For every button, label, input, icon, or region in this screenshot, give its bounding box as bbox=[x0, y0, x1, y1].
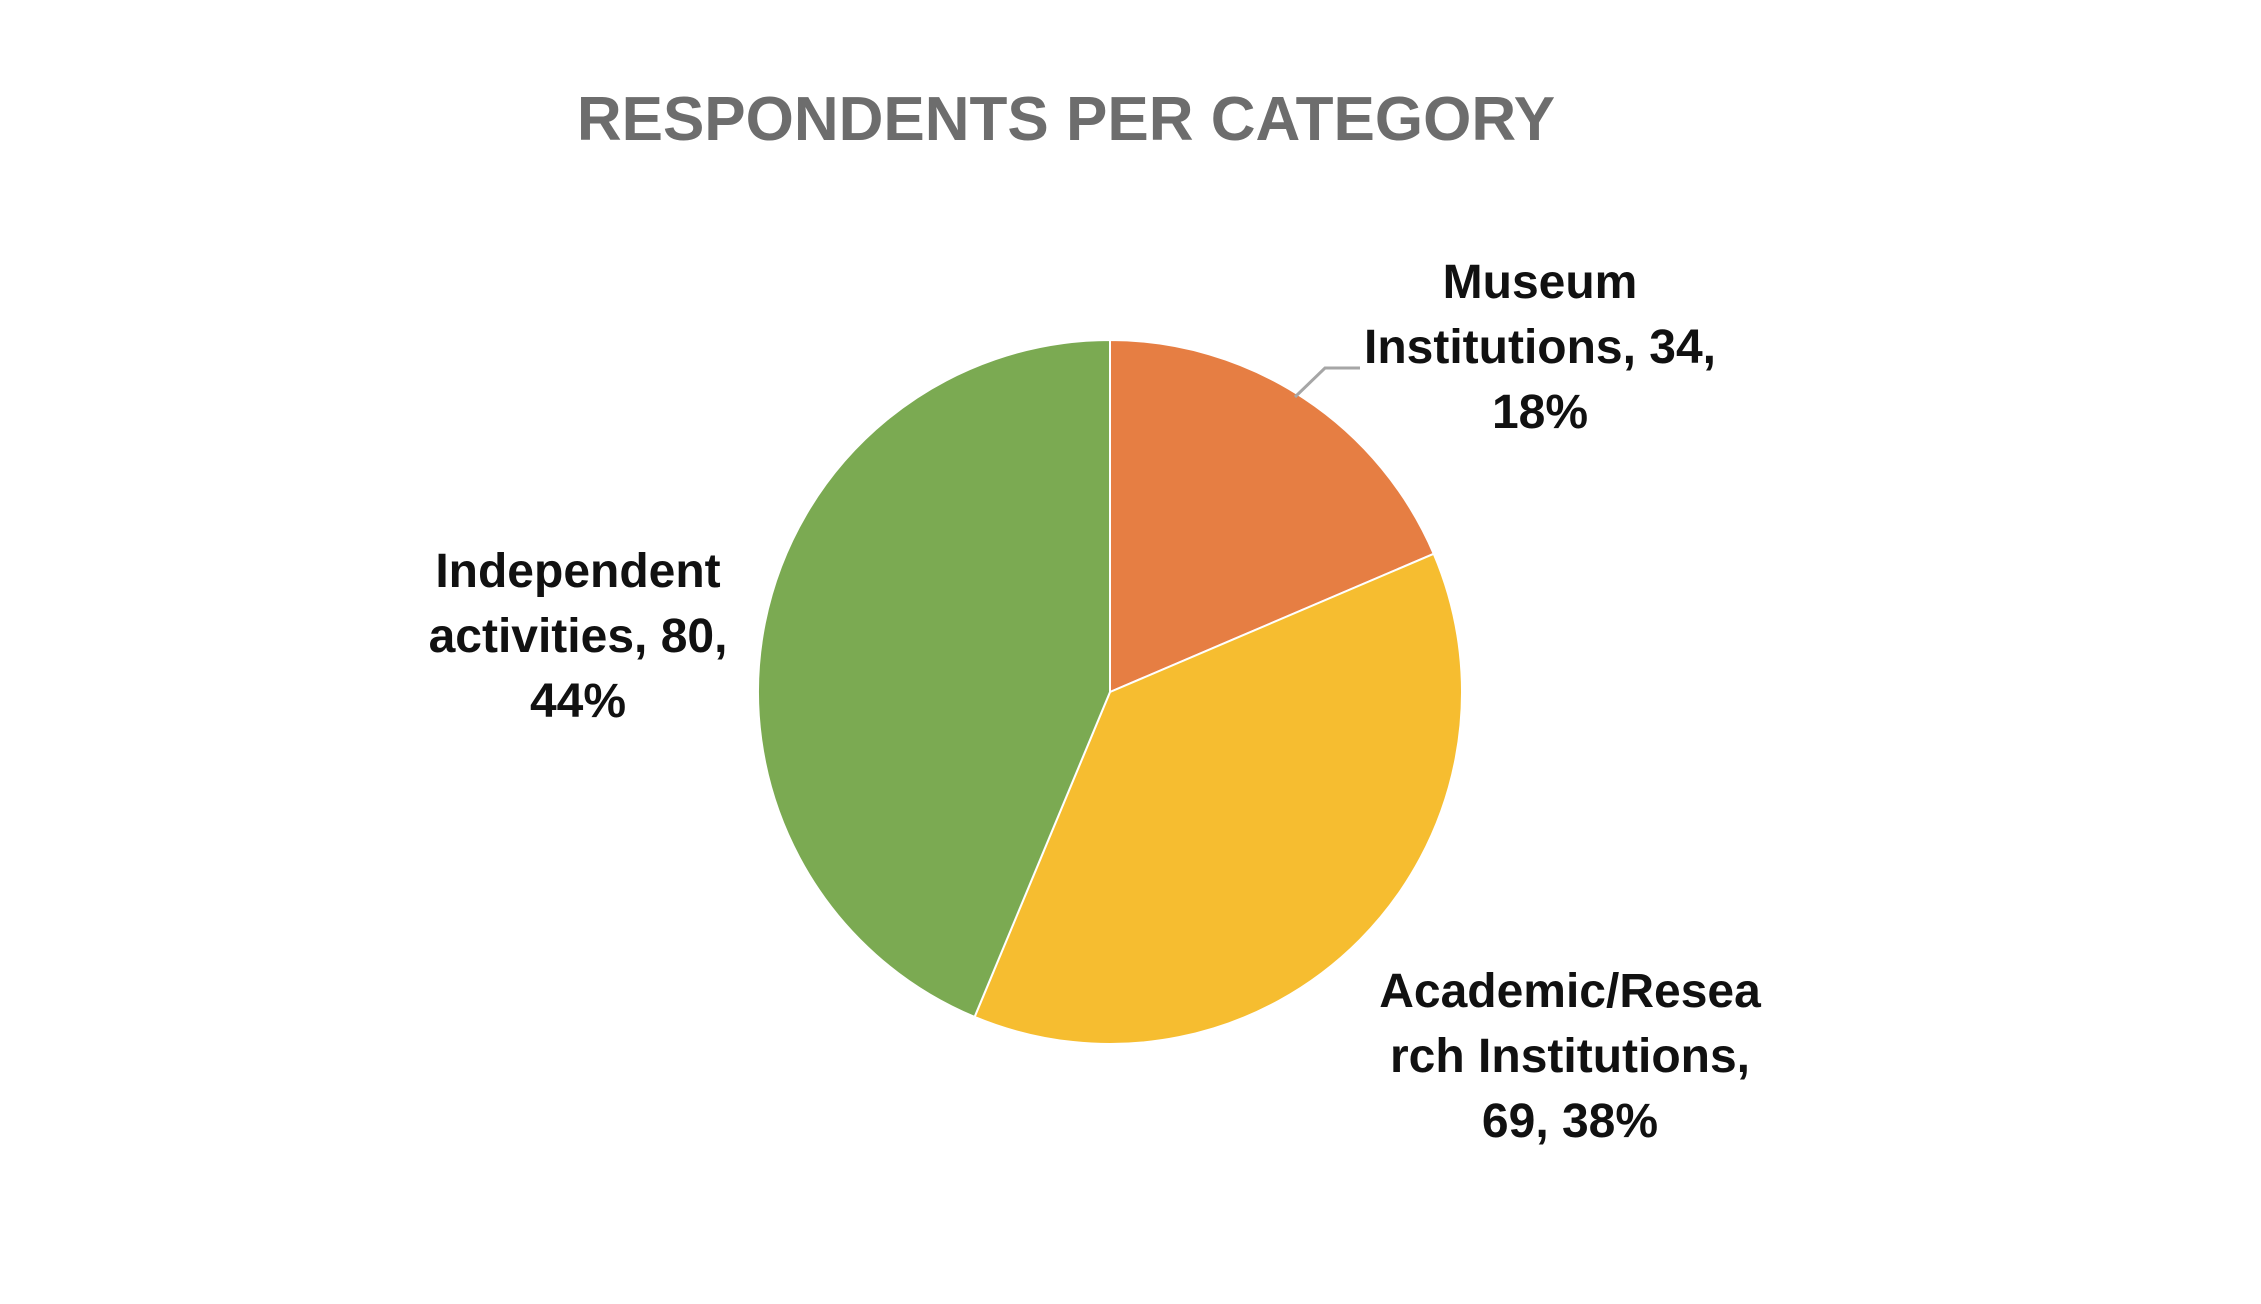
pie-slice-museum-institutions bbox=[1109, 338, 1436, 694]
data-label-line: Institutions, 34, bbox=[1364, 321, 1716, 374]
leader-lines bbox=[1293, 366, 1360, 399]
data-label-line: 18% bbox=[1492, 386, 1588, 439]
data-label-line: Museum bbox=[1443, 256, 1638, 309]
data-label-independent-activities: Independent activities, 80, 44% bbox=[429, 545, 728, 728]
data-labels: Museum Institutions, 34, 18% Academic/Resea… bbox=[429, 256, 1762, 1148]
leader-line-museum-institutions bbox=[1293, 366, 1360, 399]
data-label-line: Academic/Resea bbox=[1379, 965, 1761, 1018]
pie-slices bbox=[757, 338, 1463, 1046]
data-label-line: Independent bbox=[435, 545, 720, 598]
data-label-line: rch Institutions, bbox=[1390, 1030, 1750, 1083]
pie-slice-independent-activities bbox=[757, 338, 1111, 1019]
data-label-line: 44% bbox=[530, 675, 626, 728]
data-label-line: activities, 80, bbox=[429, 610, 728, 663]
data-label-line: 69, 38% bbox=[1482, 1095, 1658, 1148]
data-label-museum-institutions: Museum Institutions, 34, 18% bbox=[1364, 256, 1716, 439]
chart-title: RESPONDENTS PER CATEGORY bbox=[577, 85, 1555, 154]
pie-slice-academic-research-institutions bbox=[973, 552, 1463, 1046]
data-label-academic-research-institutions: Academic/Resea rch Institutions, 69, 38% bbox=[1379, 965, 1761, 1148]
